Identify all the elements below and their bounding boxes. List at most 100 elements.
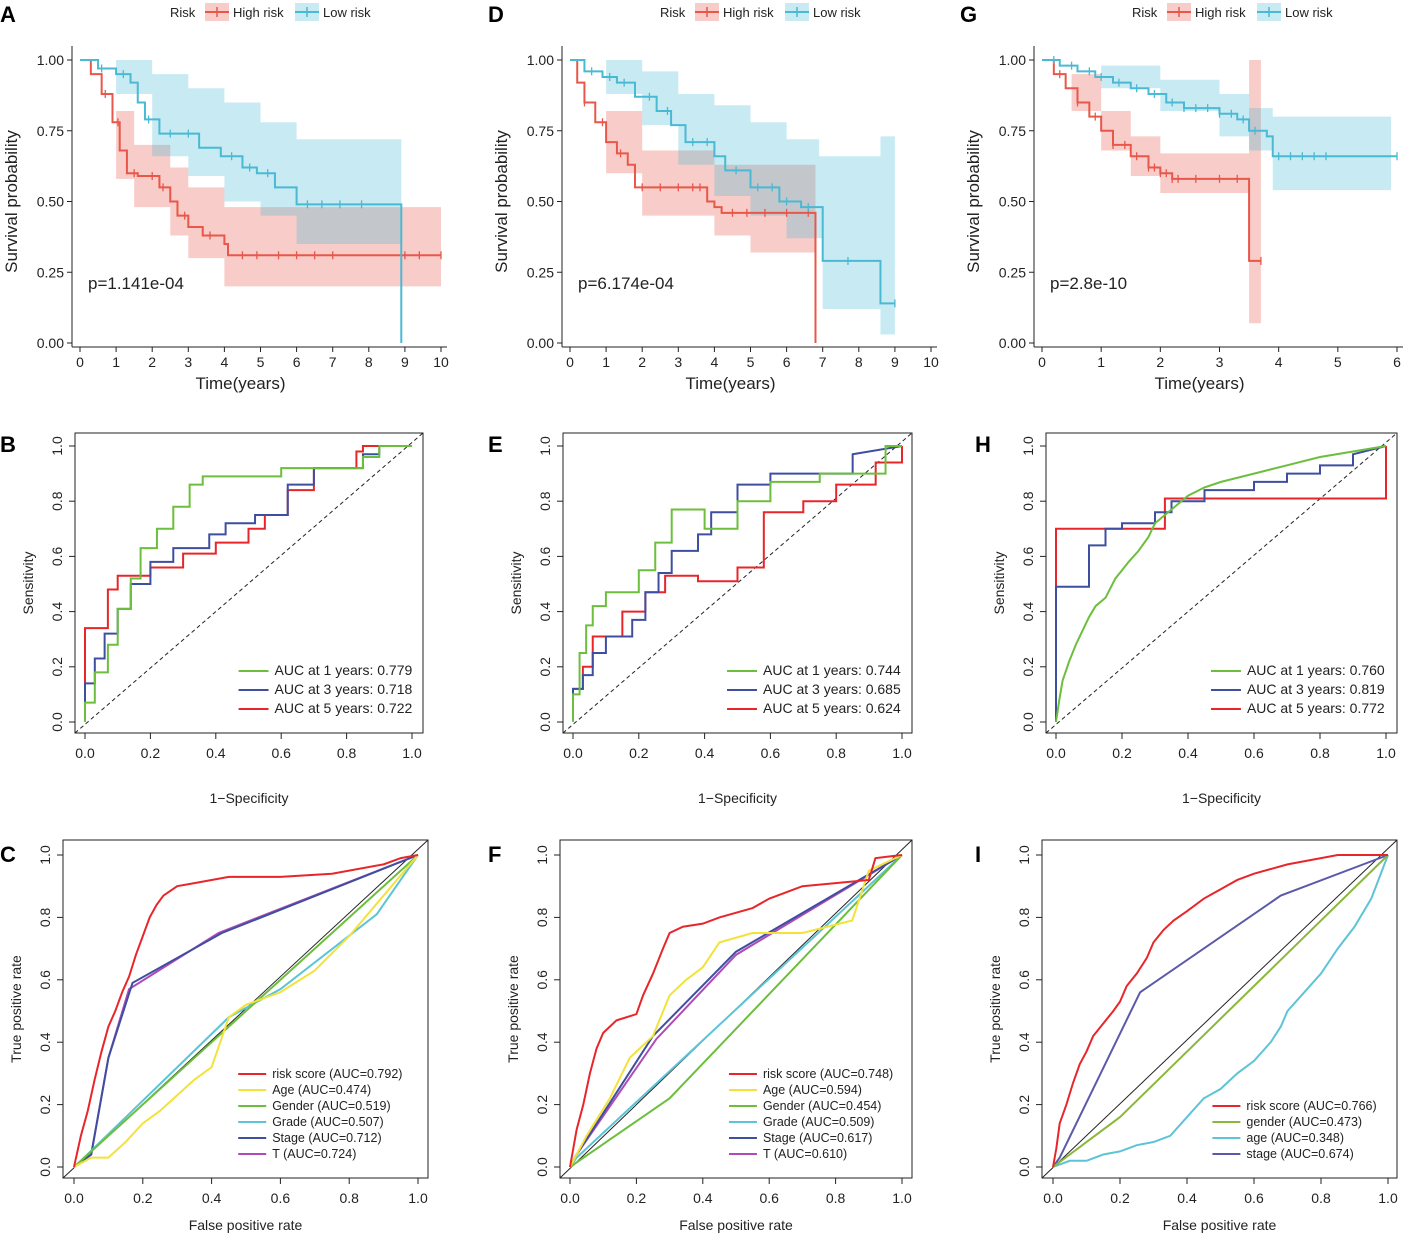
roc-curve (73, 854, 419, 1168)
y-tick-label: 0.8 (534, 907, 550, 927)
roc-curve (1055, 445, 1387, 722)
x-tick-label: 0.0 (1046, 745, 1066, 761)
confidence-band-low-risk (1042, 60, 1392, 191)
x-tick-label: 1.0 (892, 745, 912, 761)
x-tick-label: 1.0 (1376, 745, 1396, 761)
legend-label: Stage (AUC=0.617) (763, 1131, 872, 1145)
x-axis-title: False positive rate (679, 1217, 793, 1233)
x-tick-label: 1.0 (402, 745, 422, 761)
x-tick-label: 0.2 (141, 745, 161, 761)
x-tick-label: 0.2 (627, 1190, 647, 1206)
legend-label: T (AUC=0.724) (272, 1147, 356, 1161)
x-axis-title: 1−Specificity (698, 790, 777, 806)
y-tick-label: 0.25 (999, 264, 1026, 280)
x-axis-title: Time(years) (1154, 374, 1244, 393)
roc-curve (569, 854, 903, 1168)
y-tick-label: 1.0 (49, 436, 65, 456)
legend-label: Age (AUC=0.474) (272, 1083, 371, 1097)
y-tick-label: 0.50 (999, 194, 1026, 210)
x-tick-label: 0.6 (761, 745, 781, 761)
legend-label: age (AUC=0.348) (1246, 1131, 1344, 1145)
survival-curve-low-risk (570, 59, 895, 305)
x-tick-label: 0.8 (339, 1190, 359, 1206)
x-tick-label: 1 (602, 354, 610, 370)
x-tick-label: 0.4 (695, 745, 715, 761)
x-tick-label: 0.4 (1177, 1190, 1197, 1206)
y-tick-label: 0.4 (1016, 1032, 1032, 1052)
panel-letter-H: H (975, 432, 991, 457)
x-tick-label: 0.4 (202, 1190, 222, 1206)
panel-letter-F: F (488, 842, 501, 867)
x-tick-label: 10 (923, 354, 939, 370)
x-tick-label: 4 (221, 354, 229, 370)
y-tick-label: 0.4 (534, 1032, 550, 1052)
p-value-annotation: p=1.141e-04 (88, 274, 184, 293)
x-tick-label: 0 (566, 354, 574, 370)
legend-label: AUC at 5 years: 0.772 (1247, 700, 1385, 716)
y-tick-label: 0.75 (527, 123, 554, 139)
x-axis-title: Time(years) (195, 374, 285, 393)
legend-label: T (AUC=0.610) (763, 1147, 847, 1161)
roc-curve (572, 445, 902, 722)
x-tick-label: 0.0 (64, 1190, 84, 1206)
legend-label: Gender (AUC=0.519) (272, 1099, 390, 1113)
x-tick-label: 10 (433, 354, 449, 370)
panel-letter-B: B (0, 432, 16, 457)
y-tick-label: 0.2 (534, 1095, 550, 1115)
y-tick-label: 0.0 (534, 1157, 550, 1177)
legend-label: AUC at 1 years: 0.760 (1247, 662, 1385, 678)
x-tick-label: 1.0 (892, 1190, 912, 1206)
plot-frame (74, 432, 424, 734)
x-tick-label: 0.0 (560, 1190, 580, 1206)
legend-label: AUC at 3 years: 0.819 (1247, 681, 1385, 697)
x-tick-label: 0.4 (206, 745, 226, 761)
p-value-annotation: p=6.174e-04 (578, 274, 674, 293)
x-tick-label: 0.0 (75, 745, 95, 761)
panel-letter-G: G (960, 2, 977, 27)
legend-label: Gender (AUC=0.454) (763, 1099, 881, 1113)
plot-frame (62, 839, 429, 1179)
y-tick-label: 0.6 (1016, 970, 1032, 990)
roc-curve (1052, 854, 1389, 1168)
x-tick-label: 4 (711, 354, 719, 370)
y-tick-label: 0.75 (37, 123, 64, 139)
x-axis-title: False positive rate (1163, 1217, 1277, 1233)
legend-label: AUC at 5 years: 0.624 (763, 700, 901, 716)
y-tick-label: 1.0 (534, 845, 550, 865)
y-tick-label: 0.0 (537, 712, 553, 732)
roc-curve (569, 854, 903, 1168)
x-tick-label: 2 (1156, 354, 1164, 370)
x-tick-label: 0.8 (1311, 1190, 1331, 1206)
y-tick-label: 0.4 (1020, 602, 1036, 622)
plot-frame (1045, 432, 1398, 734)
x-tick-label: 0.6 (1244, 1190, 1264, 1206)
x-tick-label: 0.6 (271, 745, 291, 761)
plot-frame (562, 432, 913, 734)
legend-label: gender (AUC=0.473) (1246, 1115, 1362, 1129)
x-axis-title: 1−Specificity (210, 790, 289, 806)
legend-label: stage (AUC=0.674) (1246, 1147, 1353, 1161)
legend-label: Grade (AUC=0.509) (763, 1115, 875, 1129)
legend-title: Risk (170, 5, 196, 20)
legend-label: AUC at 1 years: 0.779 (275, 662, 413, 678)
roc-curve (1055, 446, 1387, 722)
y-tick-label: 0.8 (1020, 491, 1036, 511)
y-axis-title: Sensitivity (991, 551, 1007, 614)
legend-label: Low risk (323, 5, 371, 20)
y-tick-label: 0.25 (37, 264, 64, 280)
y-tick-label: 0.2 (1016, 1095, 1032, 1115)
x-tick-label: 0.8 (826, 745, 846, 761)
legend-label: Age (AUC=0.594) (763, 1083, 862, 1097)
x-tick-label: 6 (1393, 354, 1401, 370)
x-tick-label: 0.2 (133, 1190, 153, 1206)
x-tick-label: 0.8 (1310, 745, 1330, 761)
x-tick-label: 1 (1097, 354, 1105, 370)
y-axis-title: True positive rate (987, 955, 1003, 1063)
roc-curve (1052, 854, 1389, 1168)
y-tick-label: 0.25 (527, 264, 554, 280)
x-tick-label: 2 (148, 354, 156, 370)
x-tick-label: 0.0 (563, 745, 583, 761)
legend-title: Risk (1132, 5, 1158, 20)
confidence-band-low-risk (570, 60, 895, 335)
x-tick-label: 0.2 (629, 745, 649, 761)
